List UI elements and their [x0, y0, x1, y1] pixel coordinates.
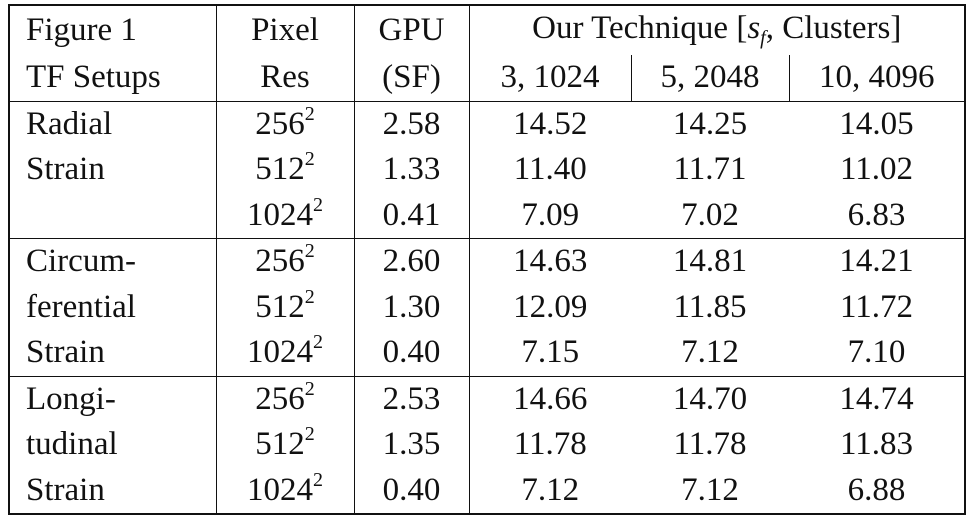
table-row: Longi- 2562 2.53 14.66 14.70 14.74 — [9, 375, 966, 422]
gpu-cell: 0.41 — [354, 192, 470, 239]
pixel-res-cell: 10242 — [216, 330, 355, 376]
pixel-res-cell: 10242 — [216, 192, 355, 239]
header-gpu-line1: GPU — [354, 5, 470, 55]
results-table: Figure 1 Pixel GPU Our Technique [sf, Cl… — [8, 4, 967, 515]
value-cell: 6.83 — [847, 196, 906, 233]
value-cell: 7.12 — [521, 471, 580, 508]
header-symbol-s: s — [747, 10, 761, 46]
table-row: Strain 10242 0.40 7.15 7.12 7.10 — [9, 330, 965, 376]
value-cell: 11.85 — [673, 288, 747, 325]
group-label: tudinal — [9, 422, 217, 468]
group-label: Circum- — [9, 238, 217, 285]
value-cell: 12.09 — [513, 288, 588, 325]
header-our-technique-suffix: , Clusters] — [765, 10, 902, 46]
header-tf-setups-line2: TF Setups — [9, 55, 217, 101]
value-cell: 11.78 — [513, 426, 587, 463]
value-cell: 7.02 — [681, 196, 739, 233]
header-pixel-res-line2: Res — [216, 55, 355, 101]
header-tf-setups-line1: Figure 1 — [9, 5, 217, 55]
header-row-2: TF Setups Res (SF) 3, 1024 5, 2048 10, 4… — [9, 55, 965, 101]
gpu-cell: 1.33 — [354, 147, 470, 193]
value-cell: 7.09 — [521, 196, 580, 233]
header-row-1: Figure 1 Pixel GPU Our Technique [sf, Cl… — [9, 5, 965, 55]
group-label: Strain — [9, 467, 217, 514]
table-row: 10242 0.41 7.09 7.02 6.83 — [9, 192, 965, 239]
value-cell: 7.15 — [521, 334, 580, 371]
value-cell: 14.74 — [789, 375, 966, 422]
value-cell: 14.25 — [631, 100, 789, 147]
group-label: Longi- — [9, 375, 217, 422]
value-cell: 11.83 — [840, 426, 914, 463]
gpu-cell: 0.40 — [354, 467, 470, 514]
value-cell: 11.78 — [673, 426, 747, 463]
value-cell: 14.63 — [469, 238, 631, 285]
pixel-res-cell: 10242 — [216, 467, 355, 514]
gpu-cell: 2.53 — [354, 375, 470, 422]
value-cell: 14.21 — [789, 238, 966, 285]
table-row: Radial 2562 2.58 14.52 14.25 14.05 — [9, 100, 966, 147]
pixel-res-cell: 2562 — [216, 375, 355, 422]
group-label: Strain — [9, 147, 217, 193]
gpu-cell: 0.40 — [354, 330, 470, 376]
value-cell: 14.81 — [631, 238, 789, 285]
header-our-technique-prefix: Our Technique [ — [532, 10, 748, 46]
value-cell: 11.72 — [840, 288, 914, 325]
gpu-cell: 2.60 — [354, 238, 470, 285]
value-cell: 14.52 — [469, 100, 631, 147]
pixel-res-cell: 5122 — [216, 422, 355, 468]
table-row: Strain 5122 1.33 11.40 11.71 11.02 — [9, 147, 965, 193]
gpu-cell: 2.58 — [354, 100, 470, 147]
gpu-cell: 1.35 — [354, 422, 470, 468]
value-cell: 11.71 — [673, 151, 747, 188]
value-cell: 11.02 — [840, 151, 914, 188]
value-cell: 7.10 — [847, 334, 906, 371]
pixel-res-cell: 2562 — [216, 100, 355, 147]
group-label: Strain — [9, 330, 217, 376]
subheader-config-1: 3, 1024 — [469, 55, 632, 101]
header-gpu-line2: (SF) — [354, 55, 470, 101]
header-our-technique: Our Technique [sf, Clusters] — [469, 5, 965, 55]
table-row: ferential 5122 1.30 12.09 11.85 11.72 — [9, 284, 965, 330]
value-cell: 6.88 — [847, 471, 906, 508]
gpu-cell: 1.30 — [354, 284, 470, 330]
table-row: Strain 10242 0.40 7.12 7.12 6.88 — [9, 467, 965, 514]
table-row: Circum- 2562 2.60 14.63 14.81 14.21 — [9, 238, 966, 285]
value-cell: 14.70 — [631, 375, 789, 422]
pixel-res-cell: 5122 — [216, 284, 355, 330]
header-symbol-subscript-f: f — [760, 27, 766, 49]
subheader-config-2: 5, 2048 — [631, 55, 790, 101]
subheader-config-3: 10, 4096 — [819, 59, 935, 96]
value-cell: 14.66 — [469, 375, 631, 422]
pixel-res-cell: 2562 — [216, 238, 355, 285]
table-row: tudinal 5122 1.35 11.78 11.78 11.83 — [9, 422, 965, 468]
group-label: Radial — [9, 100, 217, 147]
group-label — [9, 192, 217, 239]
value-cell: 7.12 — [681, 334, 739, 371]
pixel-res-cell: 5122 — [216, 147, 355, 193]
group-label: ferential — [9, 284, 217, 330]
value-cell: 14.05 — [789, 100, 966, 147]
value-cell: 11.40 — [513, 151, 587, 188]
value-cell: 7.12 — [681, 471, 739, 508]
header-pixel-res-line1: Pixel — [216, 5, 355, 55]
